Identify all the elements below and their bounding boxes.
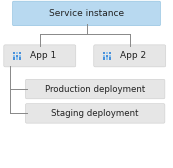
FancyBboxPatch shape [25,104,165,123]
FancyBboxPatch shape [25,79,165,99]
Bar [109,52,111,54]
Bar [106,57,108,60]
Bar [19,55,21,57]
FancyBboxPatch shape [12,1,161,26]
Text: Staging deployment: Staging deployment [51,109,139,118]
Text: App 2: App 2 [120,51,146,60]
Bar [103,55,105,57]
FancyBboxPatch shape [4,45,76,67]
Bar [103,52,105,54]
Bar [16,55,18,57]
Bar [106,55,108,57]
Bar [13,52,15,54]
Bar [13,55,15,57]
Text: Production deployment: Production deployment [45,85,145,94]
Bar [106,52,108,54]
Text: Service instance: Service instance [49,9,124,18]
Bar [13,57,15,60]
Bar [109,57,111,60]
Bar [16,57,18,60]
Bar [16,52,18,54]
FancyBboxPatch shape [94,45,166,67]
Text: App 1: App 1 [30,51,56,60]
Bar [103,57,105,60]
Bar [19,52,21,54]
Bar [109,55,111,57]
Bar [19,57,21,60]
